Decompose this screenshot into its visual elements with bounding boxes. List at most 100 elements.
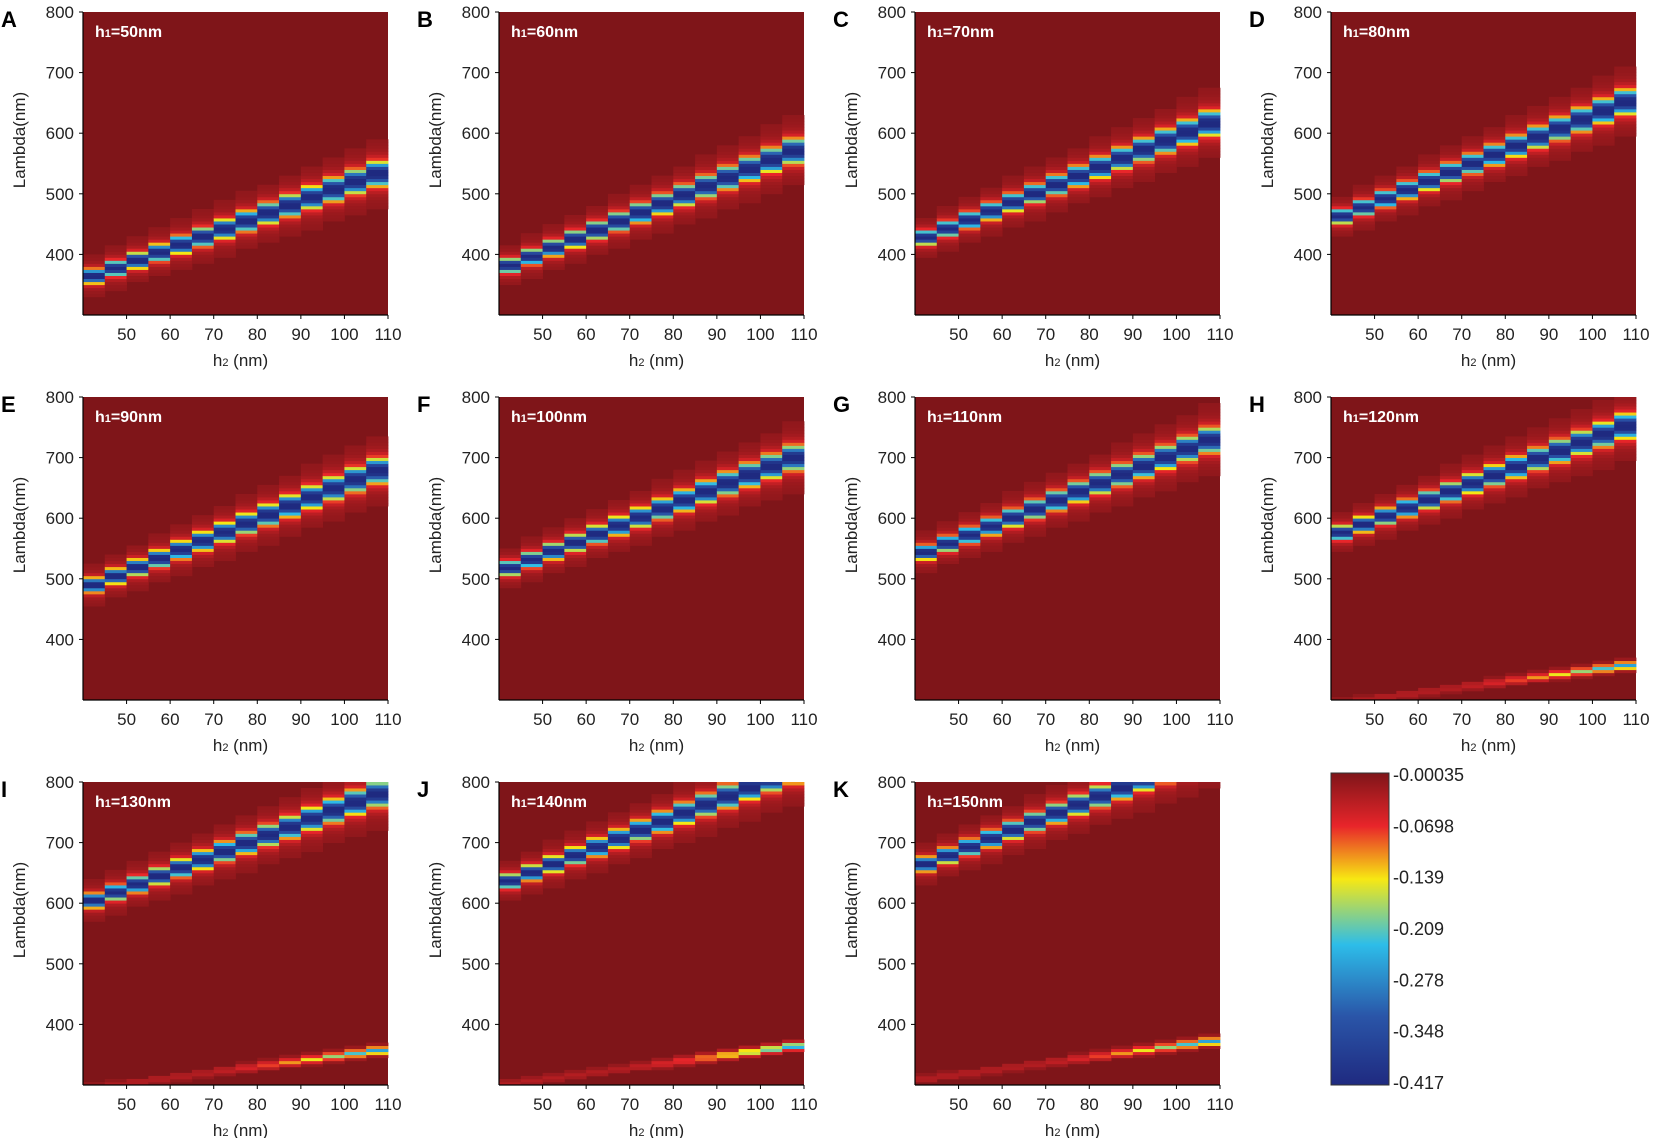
- heatmap-cell: [958, 830, 981, 834]
- heatmap-cell: [1111, 142, 1134, 146]
- heatmap-cell: [629, 503, 652, 507]
- heatmap-cell: [499, 566, 522, 571]
- heatmap-cell: [716, 478, 740, 483]
- heatmap-cell: [1045, 1057, 1068, 1062]
- heatmap-cell: [1396, 500, 1419, 504]
- heatmap-cell: [1483, 166, 1506, 170]
- heatmap-cell: [716, 506, 740, 510]
- heatmap-cell: [980, 851, 1003, 856]
- heatmap-cell: [1614, 424, 1637, 428]
- heatmap-cell: [1002, 839, 1025, 843]
- heatmap-cell: [629, 187, 652, 192]
- heatmap-cell: [782, 436, 805, 440]
- heatmap-cell: [564, 866, 587, 871]
- heatmap-cell: [344, 472, 367, 477]
- heatmap-cell: [980, 205, 1003, 210]
- heatmap-cell: [257, 199, 280, 204]
- heatmap-cell: [104, 1078, 127, 1083]
- heatmap-cell: [322, 218, 345, 222]
- y-tick-label: 800: [878, 388, 906, 407]
- heatmap-cell: [235, 842, 258, 847]
- heatmap-cell: [1592, 133, 1615, 137]
- heatmap-cell: [980, 545, 1003, 549]
- heatmap-cell: [1614, 87, 1637, 92]
- heatmap-cell: [148, 254, 171, 258]
- heatmap-cell: [980, 218, 1003, 222]
- heatmap-cell: [651, 530, 674, 534]
- heatmap-cell: [1089, 1057, 1112, 1062]
- heatmap-cell: [1154, 118, 1177, 122]
- heatmap-cell: [738, 178, 761, 183]
- heatmap-cell: [235, 857, 258, 862]
- heatmap-cell: [1548, 436, 1572, 440]
- heatmap-cell: [1570, 108, 1593, 113]
- heatmap-cell: [1132, 445, 1156, 449]
- heatmap-cell: [1548, 121, 1572, 125]
- heatmap-cell: [1132, 803, 1156, 807]
- heatmap-cell: [279, 521, 302, 525]
- heatmap-cell: [1089, 509, 1112, 513]
- heatmap-cell: [716, 187, 740, 192]
- heatmap-cell: [1132, 136, 1156, 140]
- y-tick-label: 700: [878, 449, 906, 468]
- heatmap-cell: [279, 211, 302, 216]
- heatmap-cell: [1461, 687, 1484, 692]
- y-tick-label: 700: [462, 834, 490, 853]
- heatmap-cell: [300, 788, 324, 792]
- heatmap-cell: [1154, 472, 1177, 477]
- heatmap-cell: [1089, 1054, 1112, 1059]
- heatmap-cell: [170, 230, 193, 234]
- heatmap-cell: [1614, 133, 1637, 137]
- heatmap-cell: [191, 875, 215, 880]
- heatmap-cell: [782, 457, 805, 462]
- heatmap-cell: [980, 521, 1003, 525]
- heatmap-cell: [279, 487, 302, 492]
- heatmap-cell: [1396, 187, 1419, 192]
- heatmap-cell: [1089, 148, 1112, 152]
- heatmap-cell: [1023, 503, 1047, 507]
- heatmap-cell: [1023, 484, 1047, 489]
- heatmap-cell: [279, 1057, 302, 1062]
- heatmap-cell: [1483, 460, 1506, 465]
- heatmap-cell: [1396, 169, 1419, 173]
- heatmap-cell: [1527, 463, 1550, 468]
- heatmap-cell: [695, 184, 718, 189]
- heatmap-cell: [257, 821, 280, 825]
- heatmap-cell: [673, 475, 696, 480]
- heatmap-cell: [958, 233, 981, 237]
- heatmap-cell: [1505, 478, 1528, 483]
- heatmap-cell: [1198, 436, 1221, 440]
- heatmap-cell: [235, 548, 258, 552]
- heatmap-cell: [104, 560, 127, 565]
- heatmap-cell: [279, 215, 302, 219]
- heatmap-cell: [1592, 457, 1615, 462]
- heatmap-cell: [738, 445, 761, 449]
- heatmap-cell: [126, 545, 149, 549]
- heatmap-cell: [1352, 533, 1375, 537]
- heatmap-cell: [83, 290, 106, 295]
- heatmap-cell: [148, 551, 171, 555]
- heatmap-cell: [1461, 469, 1484, 474]
- heatmap-cell: [564, 839, 587, 843]
- heatmap-cell: [1331, 696, 1354, 701]
- heatmap-cell: [629, 527, 652, 531]
- heatmap-cell: [915, 239, 938, 243]
- heatmap-cell: [1067, 809, 1090, 813]
- x-tick-label: 70: [1036, 1095, 1055, 1114]
- heatmap-cell: [1527, 157, 1550, 161]
- heatmap-cell: [1198, 1033, 1221, 1037]
- heatmap-cell: [191, 833, 215, 837]
- heatmap-cell: [126, 872, 149, 877]
- heatmap-cell: [542, 851, 565, 856]
- heatmap-cell: [1067, 193, 1090, 198]
- heatmap-cell: [1614, 102, 1637, 107]
- heatmap-cell: [695, 1060, 718, 1065]
- heatmap-cell: [235, 866, 258, 871]
- heatmap-cell: [300, 481, 324, 486]
- heatmap-cell: [1002, 175, 1025, 180]
- heatmap-cell: [1439, 690, 1463, 695]
- heatmap-cell: [716, 1054, 740, 1059]
- heatmap-cell: [1154, 166, 1177, 170]
